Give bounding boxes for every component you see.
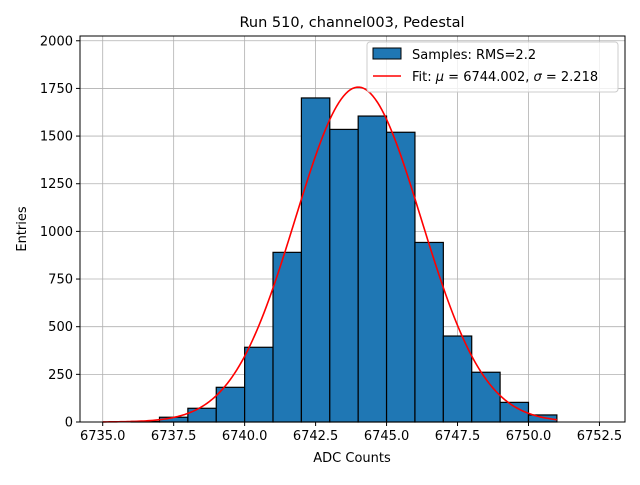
legend-swatch-samples [372, 47, 402, 60]
x-tick-label: 6742.5 [293, 429, 339, 444]
x-tick-label: 6735.0 [80, 429, 126, 444]
y-tick-label: 1500 [40, 130, 73, 145]
x-tick-label: 6750.0 [506, 429, 552, 444]
legend: Samples: RMS=2.2 Fit: μ = 6744.002, σ = … [366, 41, 619, 93]
x-tick-label: 6747.5 [435, 429, 481, 444]
y-tick-label: 0 [65, 416, 73, 431]
legend-label-samples: Samples: RMS=2.2 [412, 48, 536, 63]
histogram-bar [244, 346, 274, 423]
y-tick-label: 2000 [40, 34, 73, 49]
y-axis-ticks: 0 250 500 750 1000 1250 1500 1750 2000 [40, 34, 80, 431]
fit-curve [102, 86, 557, 423]
histogram-bar [357, 115, 388, 423]
x-axis-ticks: 6735.0 6737.5 6740.0 6742.5 6745.0 6747.5 6750… [80, 422, 622, 444]
y-axis-label: Entries [15, 206, 30, 252]
plot-frame [79, 35, 626, 423]
y-tick-label: 750 [48, 273, 73, 288]
y-tick-label: 1250 [40, 177, 73, 192]
y-tick-label: 250 [48, 368, 73, 383]
histogram-bar [329, 128, 359, 423]
y-tick-label: 1750 [40, 82, 73, 97]
y-tick-label: 1000 [40, 225, 73, 240]
histogram-bar [187, 407, 217, 423]
chart-title: Run 510, channel003, Pedestal [239, 15, 464, 31]
legend-label-fit: Fit: μ = 6744.002, σ = 2.218 [412, 70, 598, 85]
y-tick-label: 500 [48, 320, 73, 335]
histogram-bars [130, 97, 558, 423]
x-tick-label: 6737.5 [151, 429, 197, 444]
x-tick-label: 6745.0 [364, 429, 410, 444]
x-tick-label: 6740.0 [222, 429, 268, 444]
histogram-bar [414, 241, 444, 423]
x-tick-label: 6752.5 [577, 429, 623, 444]
x-axis-label: ADC Counts [313, 451, 391, 466]
legend-box [366, 41, 619, 93]
histogram-bar [300, 97, 331, 423]
histogram-bar [385, 131, 416, 423]
histogram-bar [471, 371, 501, 423]
